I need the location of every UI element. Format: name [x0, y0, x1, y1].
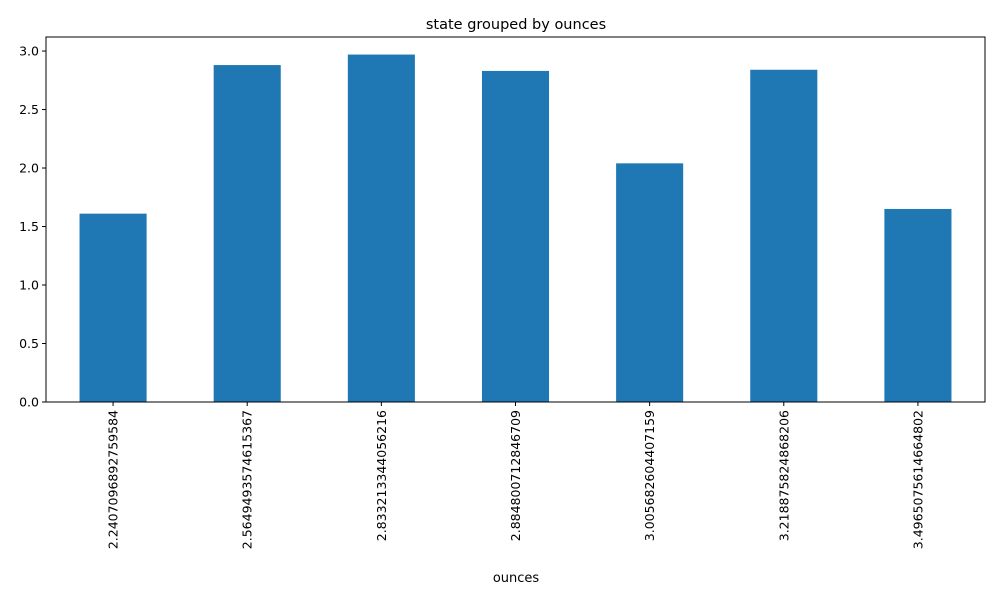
chart-title: state grouped by ounces	[426, 17, 606, 33]
x-tick-label: 2.884800712846709	[508, 410, 523, 541]
bar	[750, 69, 818, 402]
y-tick-label: 1.5	[19, 219, 39, 234]
x-tick-label: 3.218875824868206	[776, 410, 791, 541]
bar	[616, 163, 684, 402]
y-tick-label: 1.0	[19, 278, 39, 293]
x-tick-label: 2.5649493574615367	[240, 410, 255, 549]
x-tick-label: 3.4965075614664802	[910, 410, 925, 549]
x-tick-label: 2.833213344056216	[374, 410, 389, 541]
y-tick-label: 0.0	[19, 395, 39, 410]
y-tick-label: 2.0	[19, 161, 39, 176]
bar	[347, 54, 415, 403]
x-axis: 2.2407096892759584 2.5649493574615367 2.83…	[106, 402, 925, 549]
bar	[884, 208, 952, 402]
bar	[213, 65, 281, 403]
y-tick-label: 2.5	[19, 102, 39, 117]
plot-frame	[45, 36, 986, 403]
x-tick-label: 2.2407096892759584	[106, 410, 121, 549]
y-tick-label: 3.0	[19, 44, 39, 59]
y-tick-label: 0.5	[19, 336, 39, 351]
y-axis: 0.0 0.5 1.0 1.5 2.0 2.5 3.0	[19, 44, 46, 410]
x-axis-label: ounces	[493, 571, 540, 586]
bars	[79, 54, 952, 403]
bar	[481, 70, 550, 403]
x-tick-label: 3.005682604407159	[642, 410, 657, 541]
bar	[79, 213, 147, 402]
